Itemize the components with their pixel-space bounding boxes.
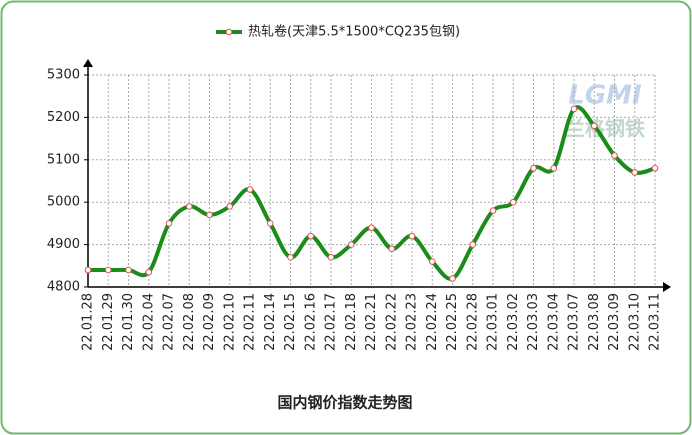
watermark: LGMI — [568, 81, 642, 111]
y-tick-label: 5100 — [47, 152, 80, 167]
data-point — [631, 169, 639, 176]
watermark: 兰格钢铁 — [565, 117, 645, 141]
data-point — [287, 254, 294, 261]
data-point — [550, 164, 558, 172]
data-point — [611, 152, 618, 159]
x-tick-label: 22.01.28 — [81, 293, 96, 351]
x-tick-label: 22.01.30 — [121, 293, 136, 351]
data-point — [266, 220, 274, 227]
x-tick-label: 22.02.16 — [303, 293, 318, 351]
y-tick-label: 5000 — [47, 195, 80, 210]
data-point — [449, 275, 456, 282]
data-point — [246, 186, 254, 193]
y-tick-label: 4900 — [47, 237, 80, 252]
legend-label: 热轧卷(天津5.5*1500*CQ235包钢) — [248, 24, 460, 40]
x-tick-label: 22.02.21 — [364, 293, 379, 351]
data-point — [307, 232, 315, 240]
data-point — [368, 224, 375, 231]
data-point — [428, 258, 436, 265]
x-tick-label: 22.03.08 — [587, 293, 602, 351]
x-tick-label: 22.02.22 — [384, 293, 399, 351]
data-point — [104, 266, 112, 274]
x-tick-label: 22.02.04 — [141, 293, 156, 351]
legend-marker — [225, 28, 233, 36]
data-point — [185, 203, 193, 210]
data-point — [408, 232, 416, 240]
data-point — [530, 164, 537, 172]
x-tick-label: 22.02.28 — [465, 293, 480, 351]
x-tick-label: 22.03.03 — [526, 293, 541, 351]
data-point — [469, 241, 477, 248]
data-point — [145, 268, 153, 276]
x-tick-label: 22.03.01 — [486, 293, 501, 351]
x-tick-label: 22.02.17 — [324, 293, 339, 351]
x-tick-label: 22.02.11 — [243, 293, 258, 351]
data-point — [327, 254, 335, 261]
x-tick-label: 22.02.24 — [425, 293, 440, 351]
chart-title: 国内钢价指数走势图 — [277, 394, 412, 412]
data-point — [590, 122, 598, 130]
x-tick-label: 22.03.11 — [648, 293, 663, 351]
x-tick-label: 22.02.10 — [222, 293, 237, 351]
y-tick-label: 5200 — [47, 110, 80, 125]
data-point — [206, 211, 213, 219]
data-point — [125, 266, 132, 274]
x-tick-label: 22.01.29 — [101, 293, 116, 351]
x-tick-label: 22.02.07 — [162, 293, 177, 351]
y-tick-label: 4800 — [47, 280, 80, 295]
data-point — [165, 220, 173, 227]
data-point — [570, 105, 578, 113]
x-tick-label: 22.03.02 — [506, 293, 521, 351]
x-tick-label: 22.02.15 — [283, 293, 298, 351]
x-tick-label: 22.03.09 — [607, 293, 622, 351]
x-tick-label: 22.02.08 — [182, 293, 197, 351]
x-tick-label: 22.03.04 — [546, 293, 561, 351]
data-point — [84, 266, 92, 274]
x-tick-label: 22.03.07 — [567, 293, 582, 351]
axis-arrow — [663, 282, 671, 292]
x-tick-label: 22.02.23 — [405, 293, 420, 351]
x-tick-label: 22.03.10 — [627, 293, 642, 351]
data-point — [489, 207, 497, 214]
data-point — [651, 164, 659, 172]
x-tick-label: 22.02.25 — [445, 293, 460, 351]
y-tick-label: 5300 — [47, 68, 80, 83]
axis-arrow — [83, 59, 93, 67]
data-point — [509, 198, 517, 206]
x-tick-label: 22.02.18 — [344, 293, 359, 351]
x-tick-label: 22.02.14 — [263, 293, 278, 351]
data-point — [347, 241, 355, 248]
x-tick-label: 22.02.09 — [202, 293, 217, 351]
data-point — [226, 203, 234, 210]
data-point — [388, 245, 396, 253]
